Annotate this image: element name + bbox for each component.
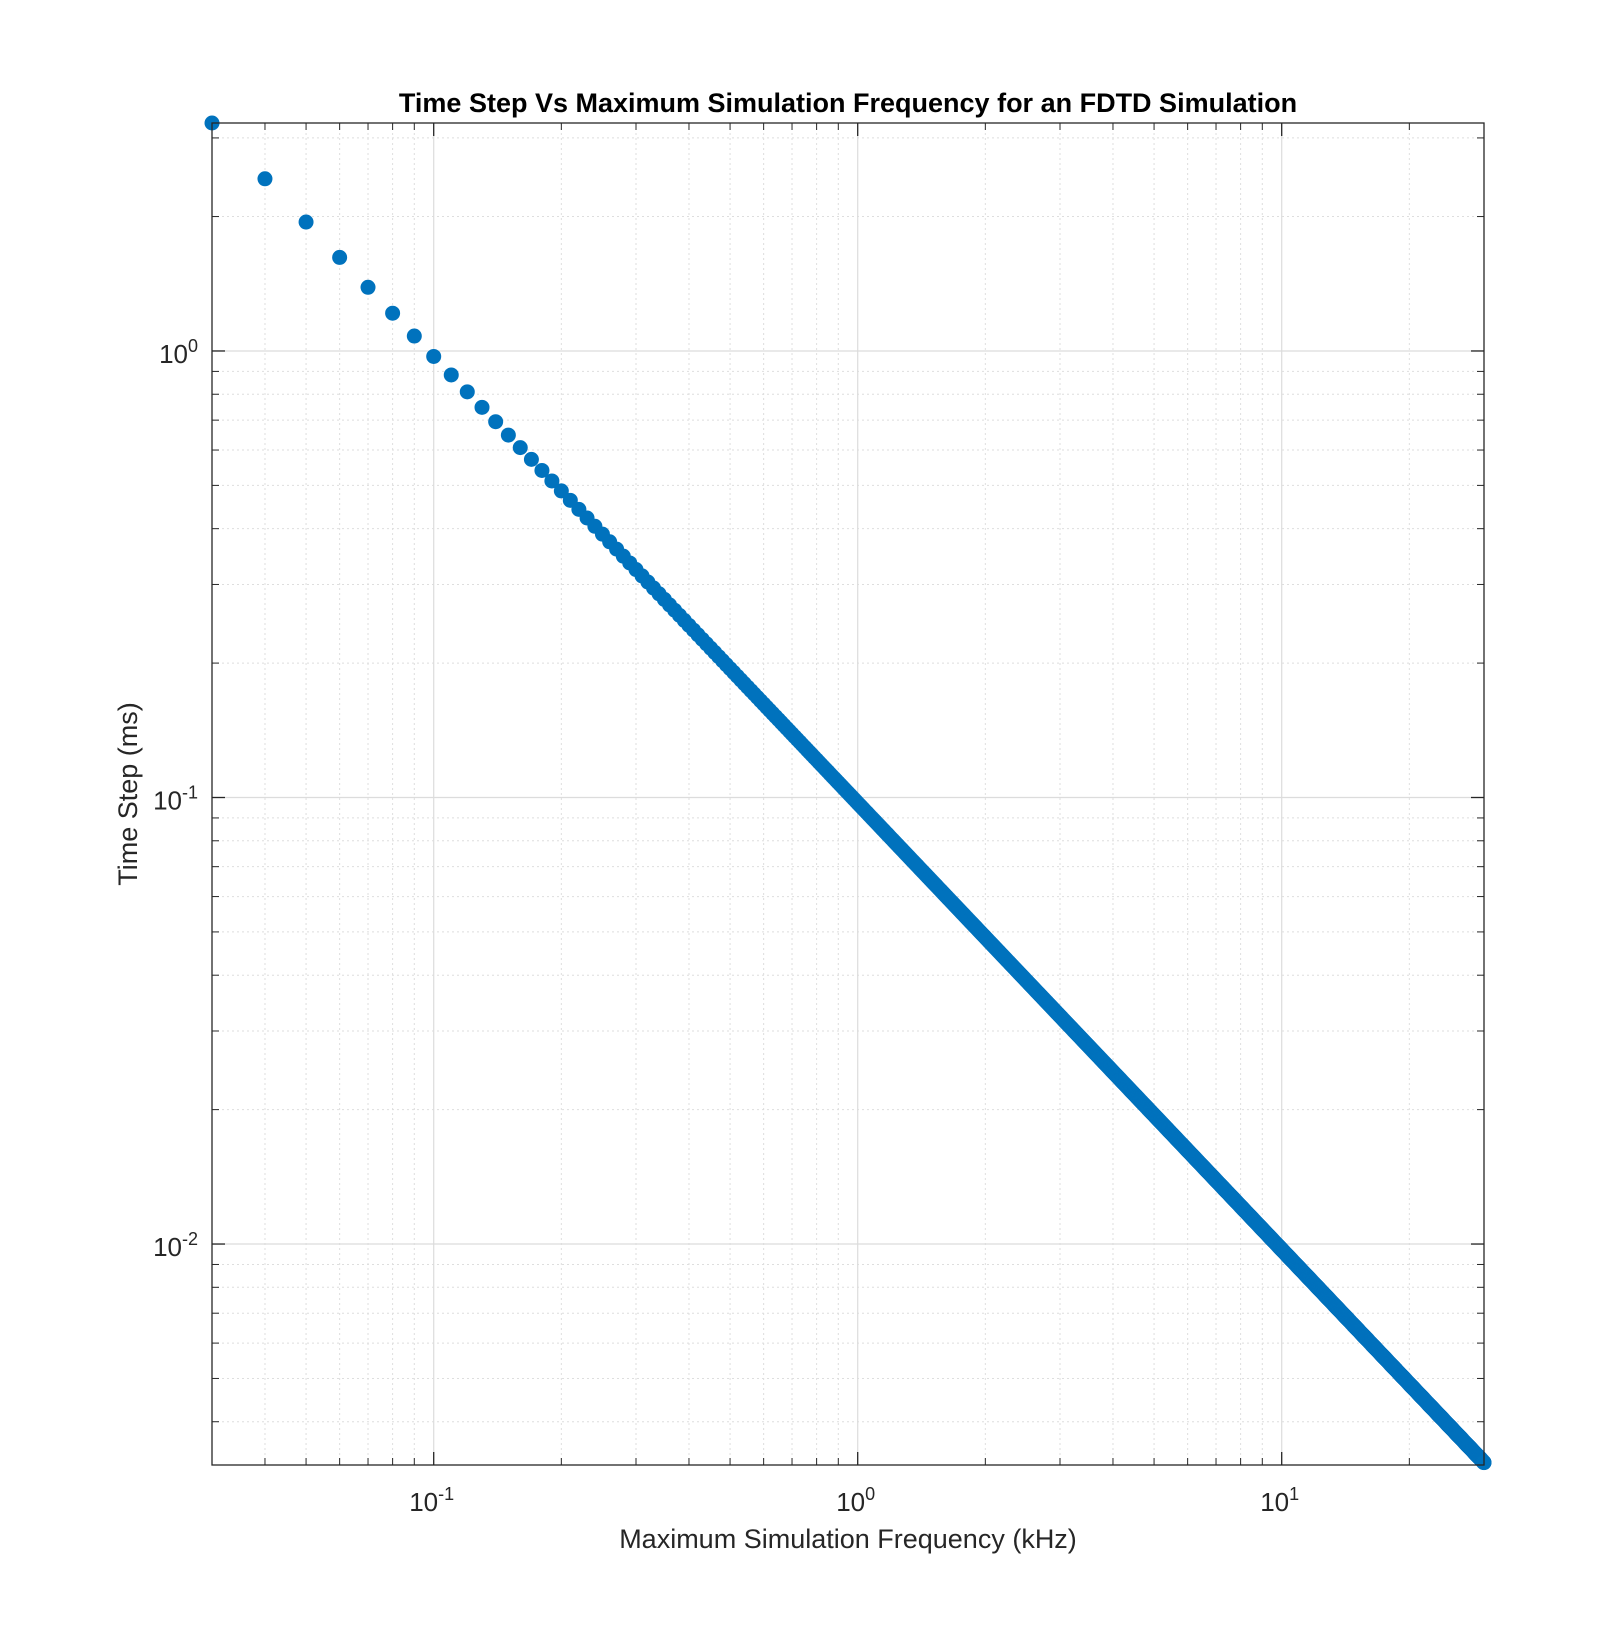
data-point (360, 279, 376, 295)
y-tick-label: 10-1 (153, 783, 198, 816)
data-point (474, 399, 490, 415)
data-point (426, 348, 442, 364)
data-point (332, 249, 348, 265)
data-point (523, 451, 539, 467)
data-point (298, 214, 314, 230)
data-point (512, 440, 528, 456)
data-point (406, 328, 422, 344)
data-point (459, 384, 475, 400)
axes-box (211, 122, 1485, 1466)
y-tick-labels: 10-2 10-1 100 (153, 336, 198, 1262)
data-point (553, 483, 569, 499)
data-point (257, 171, 273, 187)
y-axis-label: Time Step (ms) (113, 702, 143, 886)
x-tick-labels: 10-1 100 101 (409, 1484, 1299, 1517)
x-tick-label: 100 (836, 1484, 875, 1517)
data-point (443, 367, 459, 383)
y-tick-label: 100 (159, 336, 198, 369)
x-axis-label: Maximum Simulation Frequency (kHz) (619, 1524, 1077, 1554)
data-point (500, 427, 516, 443)
y-tick-label: 10-2 (153, 1229, 198, 1262)
axis-ticks (211, 123, 1485, 1465)
data-point (385, 305, 401, 321)
data-point (488, 414, 504, 430)
x-tick-label: 10-1 (409, 1484, 454, 1517)
data-point (544, 473, 560, 489)
x-tick-label: 101 (1260, 1484, 1299, 1517)
data-points (204, 115, 1492, 1471)
data-point (534, 462, 550, 478)
chart-title: Time Step Vs Maximum Simulation Frequenc… (399, 88, 1297, 118)
